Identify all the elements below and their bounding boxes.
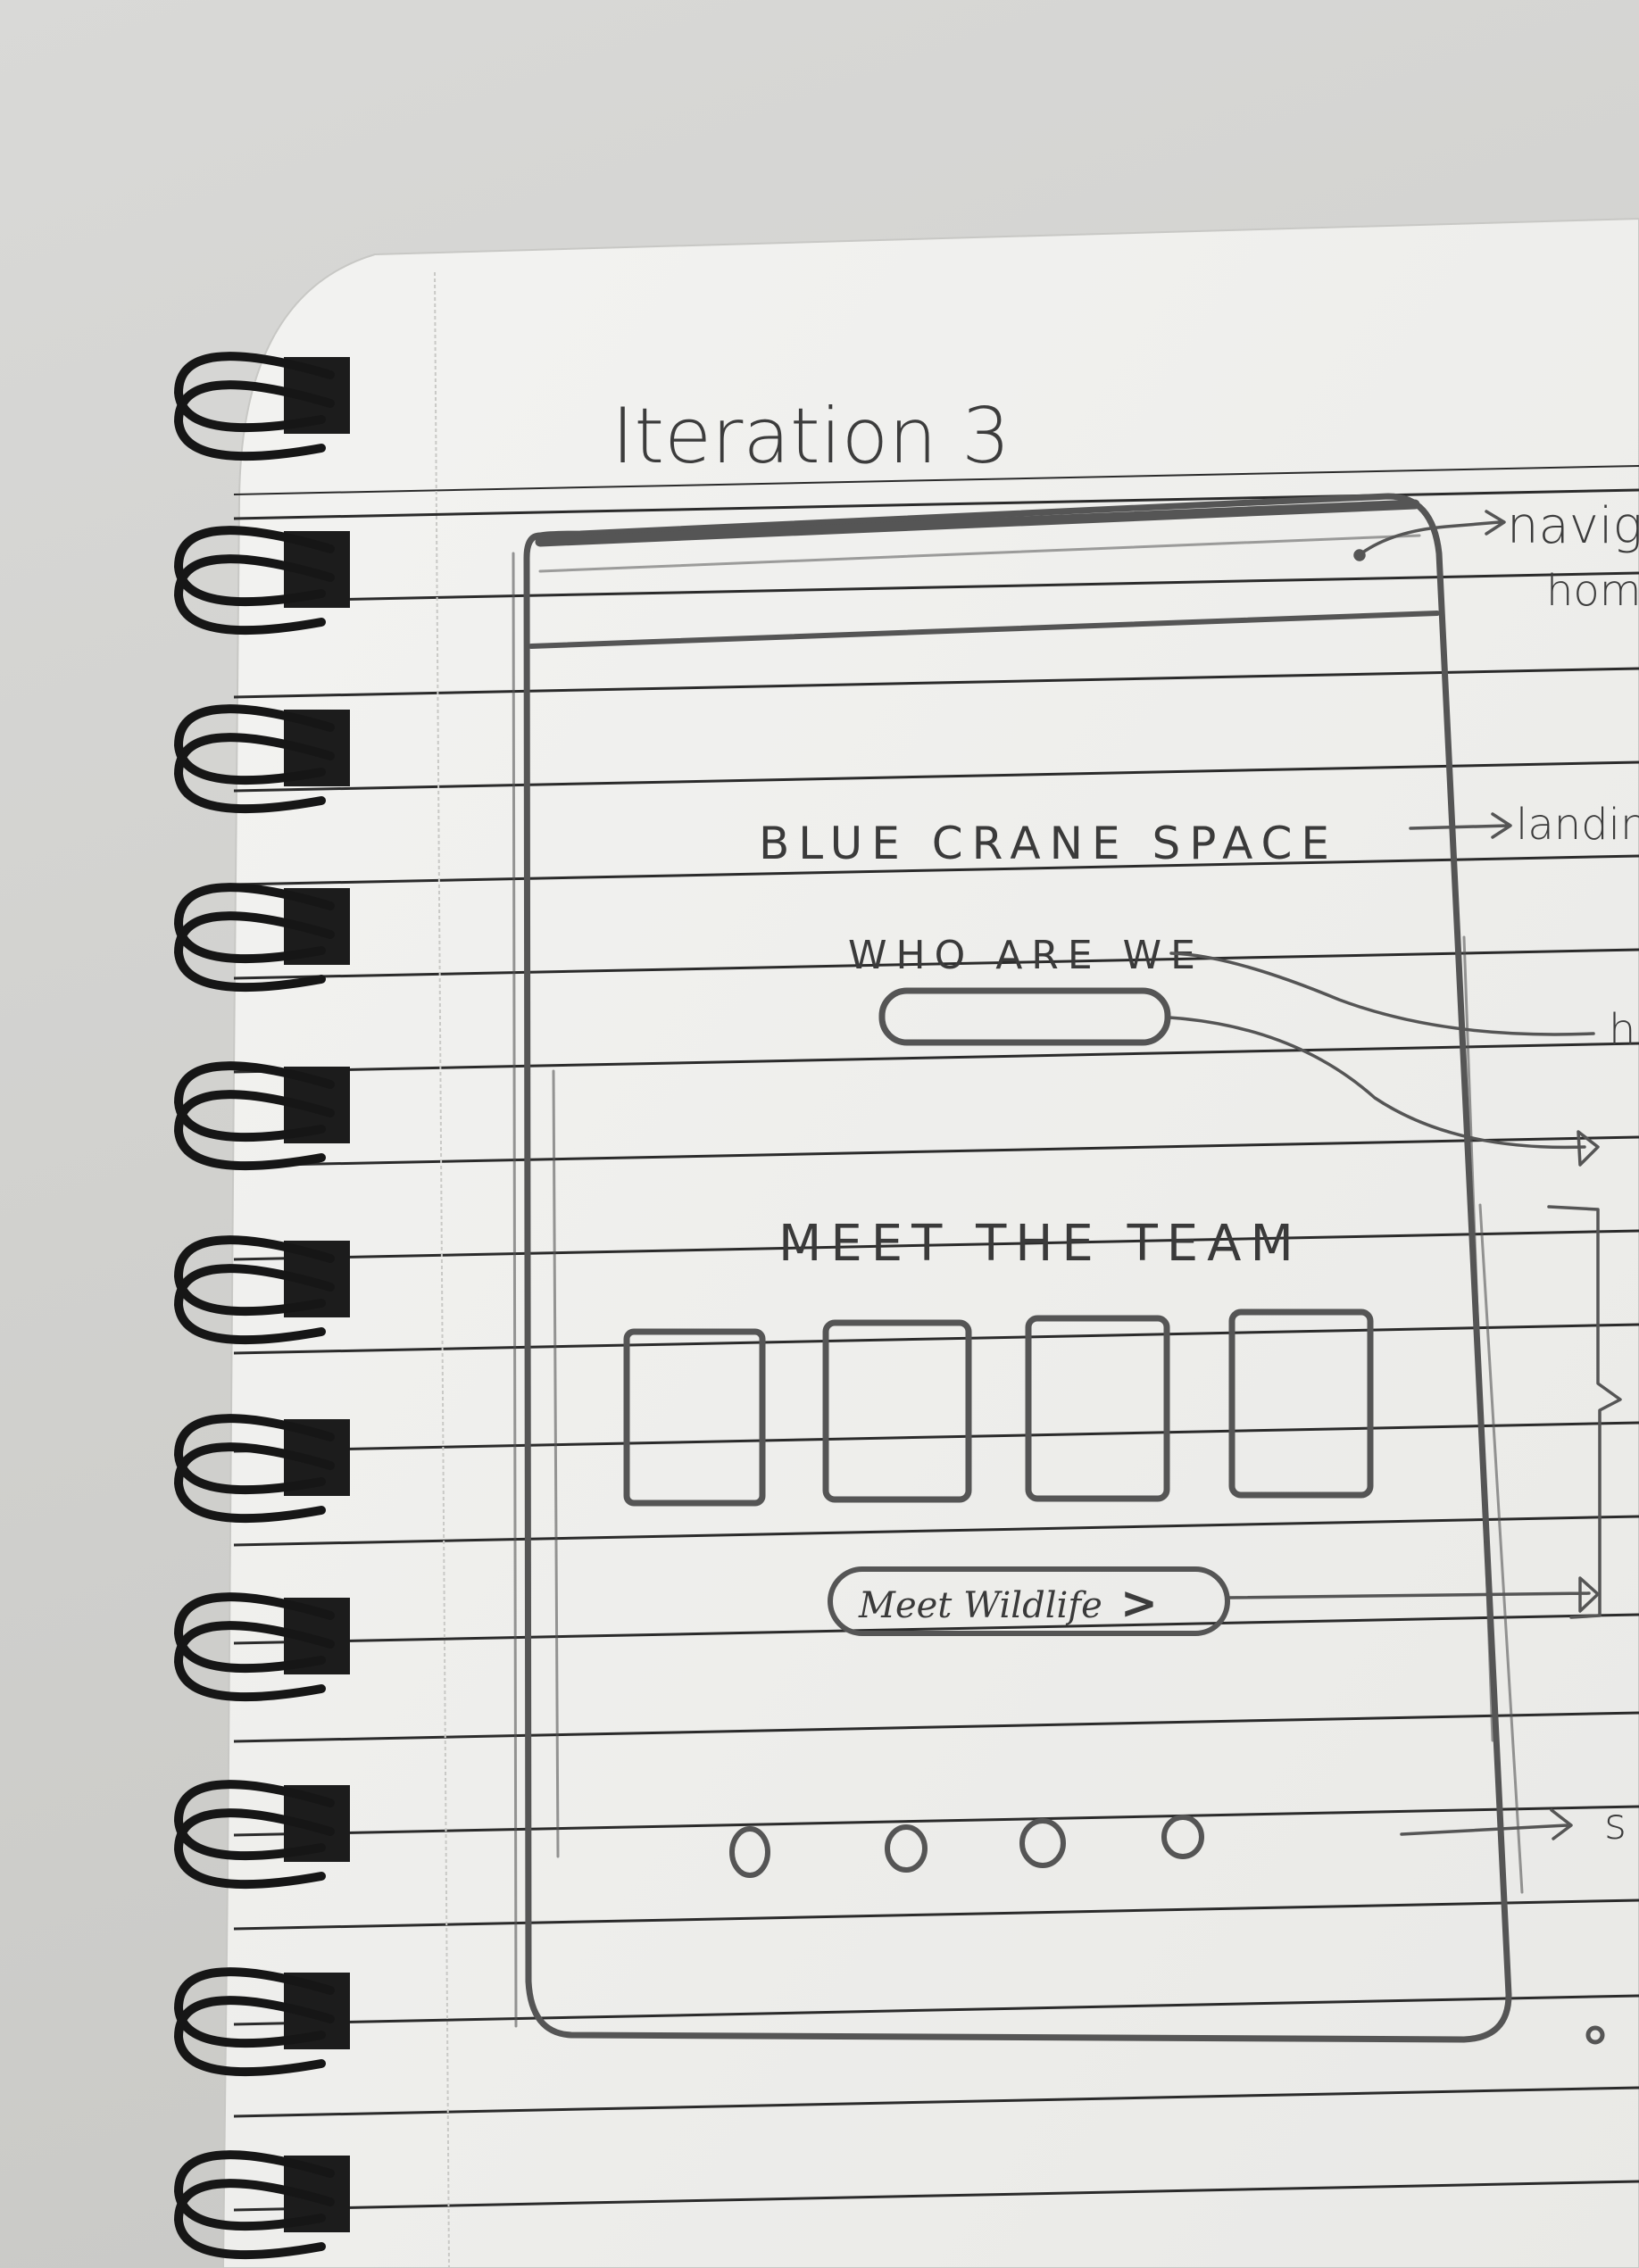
section-annotation-label: s xyxy=(1604,1799,1627,1849)
ruled-line xyxy=(233,1898,1639,1931)
ruled-line xyxy=(233,1994,1639,2026)
ruled-line xyxy=(233,1421,1639,1453)
ruled-line xyxy=(233,2180,1639,2212)
nav-annotation-arrow xyxy=(1360,510,1506,555)
about-annotation-label: h xyxy=(1609,1005,1635,1055)
team-button-label: Meet Wildlife xyxy=(858,1585,1102,1626)
nav-annotation-sublabel: hom xyxy=(1546,566,1639,616)
margin-line xyxy=(434,271,450,2268)
spiral-coil xyxy=(173,911,335,993)
spiral-coil xyxy=(173,2179,335,2260)
circle-icon[interactable] xyxy=(885,1824,928,1873)
site-title: BLUE CRANE SPACE xyxy=(759,818,1338,869)
ruled-line xyxy=(233,1042,1639,1074)
spiral-binding xyxy=(173,352,350,2260)
spiral-coil xyxy=(173,1996,335,2077)
phone-frame xyxy=(512,493,1524,2043)
circle-icon[interactable] xyxy=(729,1826,770,1878)
about-pill-button[interactable] xyxy=(878,987,1171,1046)
ruled-line xyxy=(233,1515,1639,1547)
page-heading: Iteration 3 xyxy=(612,392,1011,481)
team-card[interactable] xyxy=(623,1328,766,1507)
spiral-coil xyxy=(173,704,335,785)
ruled-line xyxy=(233,1711,1639,1743)
team-bracket xyxy=(1547,1205,1622,1619)
about-heading: WHO ARE WE xyxy=(848,933,1204,978)
spiral-coil xyxy=(173,554,335,636)
team-card[interactable] xyxy=(822,1319,972,1503)
spiral-coil xyxy=(173,1414,335,1495)
nav-annotation-label: navig xyxy=(1507,497,1639,555)
spiral-coil xyxy=(173,1592,335,1674)
spiral-coil xyxy=(173,733,335,814)
ruled-line xyxy=(233,1805,1639,1837)
spiral-coil xyxy=(173,1967,335,2048)
spiral-coil xyxy=(173,2150,335,2231)
ruled-line xyxy=(233,854,1639,886)
team-card[interactable] xyxy=(1228,1308,1374,1499)
landing-annotation-label: landin xyxy=(1516,800,1639,850)
spiral-coil xyxy=(173,1808,335,1890)
ruled-line xyxy=(233,1613,1639,1645)
spiral-coil xyxy=(173,1061,335,1142)
about-button-annotation-arrow xyxy=(1168,1016,1600,1167)
chevron-right-icon: > xyxy=(1120,1577,1158,1629)
spiral-coil xyxy=(173,1621,335,1702)
spiral-coil xyxy=(173,1442,335,1524)
team-button[interactable]: Meet Wildlife > xyxy=(828,1566,1230,1636)
ruled-line xyxy=(233,1135,1639,1167)
spiral-coil xyxy=(173,352,335,433)
team-cards xyxy=(623,1308,1374,1507)
spiral-coil xyxy=(173,526,335,607)
ruled-line xyxy=(233,465,1639,495)
social-icons xyxy=(729,1815,1204,1878)
spiral-coil xyxy=(173,380,335,461)
ruled-line xyxy=(233,488,1639,520)
social-annotation-arrow xyxy=(1400,1808,1573,1840)
ruled-line xyxy=(233,948,1639,980)
annotation-arrows xyxy=(1168,510,1622,2045)
nav-bar xyxy=(528,499,1440,649)
ruled-line xyxy=(233,2086,1639,2118)
circle-icon[interactable] xyxy=(1161,1815,1204,1859)
spiral-coil xyxy=(173,1235,335,1317)
spiral-coil xyxy=(173,1090,335,1171)
ruled-line xyxy=(233,1323,1639,1355)
team-button-annotation-arrow xyxy=(1226,1576,1600,1613)
spiral-coil xyxy=(173,1780,335,1861)
ruled-line xyxy=(233,571,1639,603)
team-card[interactable] xyxy=(1025,1315,1170,1502)
ruled-lines xyxy=(233,465,1639,2212)
page-dot xyxy=(1585,2025,1605,2045)
spiral-coil xyxy=(173,1264,335,1345)
ruled-line xyxy=(233,760,1639,793)
landing-annotation-arrow xyxy=(1409,812,1512,839)
circle-icon[interactable] xyxy=(1019,1818,1066,1868)
ruled-line xyxy=(233,1229,1639,1261)
spiral-coil xyxy=(173,883,335,964)
about-annotation-line xyxy=(1169,951,1595,1036)
ruled-line xyxy=(233,667,1639,699)
team-heading: MEET THE TEAM xyxy=(778,1215,1302,1273)
